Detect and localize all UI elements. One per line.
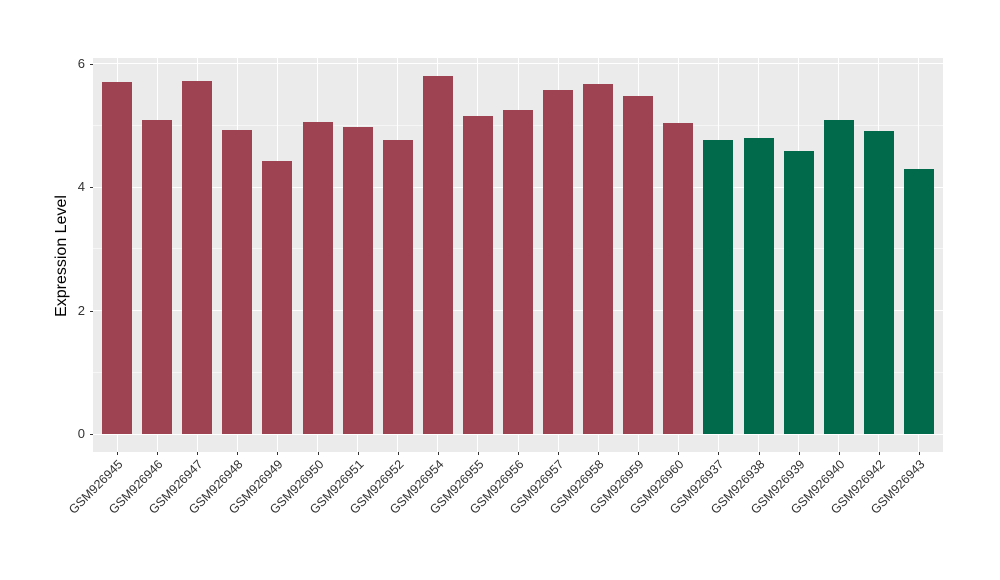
bar: [462, 116, 493, 435]
bar: [182, 80, 213, 435]
x-tick-mark: [397, 452, 399, 455]
bar: [703, 140, 734, 435]
bar: [142, 120, 173, 435]
bar: [903, 168, 934, 435]
x-tick-mark: [237, 452, 239, 455]
x-tick-mark: [357, 452, 359, 455]
bar: [623, 95, 654, 435]
bar: [743, 138, 774, 435]
bar: [422, 75, 453, 435]
x-tick-mark: [197, 452, 199, 455]
bar: [783, 150, 814, 435]
bar: [222, 129, 253, 435]
x-tick-mark: [157, 452, 159, 455]
x-tick-mark: [317, 452, 319, 455]
y-tick-label: 6: [77, 55, 85, 71]
bar: [583, 83, 614, 435]
x-tick-mark: [277, 452, 279, 455]
x-tick-mark: [838, 452, 840, 455]
bar: [543, 90, 574, 435]
x-tick-mark: [117, 452, 119, 455]
bar: [102, 82, 133, 435]
y-tick-mark: [90, 187, 93, 189]
y-tick-label: 4: [77, 179, 85, 195]
x-tick-mark: [518, 452, 519, 455]
x-tick-mark: [878, 452, 880, 455]
bar: [503, 110, 533, 435]
x-tick-mark: [918, 452, 920, 455]
x-tick-mark: [758, 452, 760, 455]
x-tick-mark: [437, 452, 439, 455]
x-tick-mark: [598, 452, 600, 455]
y-tick-label: 2: [77, 302, 85, 318]
bar: [262, 160, 293, 435]
bar: [663, 123, 694, 435]
x-tick-mark: [477, 452, 479, 455]
y-tick-label: 0: [77, 426, 85, 442]
x-tick-mark: [558, 452, 560, 455]
x-tick-mark: [678, 452, 680, 455]
y-tick-mark: [90, 310, 93, 312]
bar: [863, 131, 894, 435]
x-tick-mark: [798, 452, 800, 455]
y-tick-mark: [90, 434, 93, 436]
bar: [302, 122, 333, 435]
x-tick-mark: [638, 452, 640, 455]
x-tick-mark: [718, 452, 720, 455]
y-tick-mark: [90, 63, 93, 65]
plot-panel: [93, 58, 943, 452]
bar: [823, 119, 854, 435]
bar: [382, 140, 413, 435]
bar: [342, 126, 373, 435]
